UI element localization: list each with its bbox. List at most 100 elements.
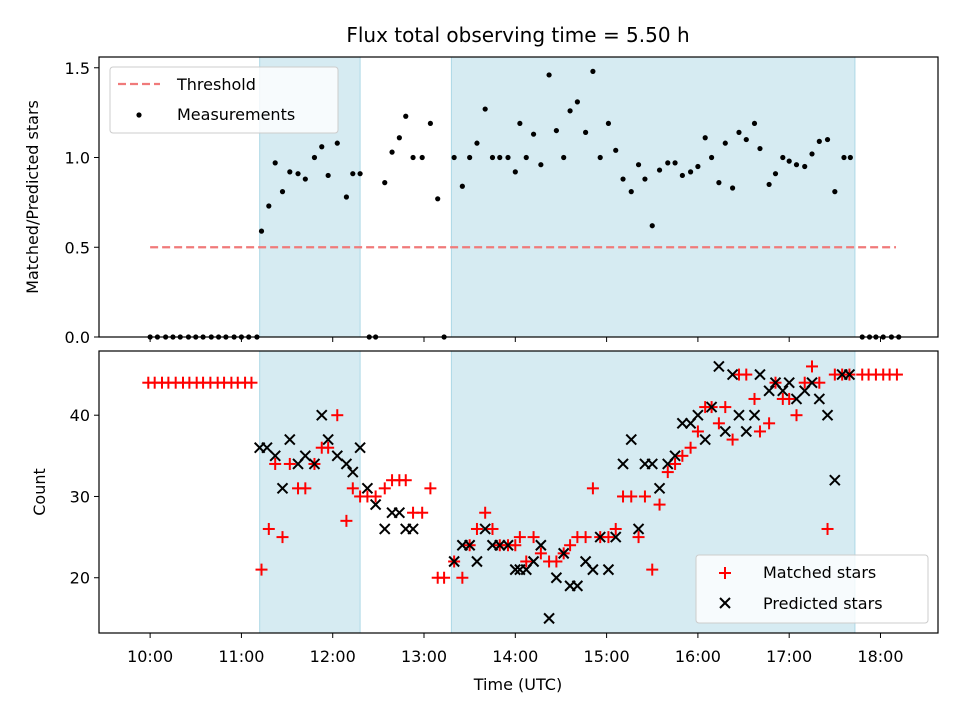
matched-star-point: [798, 376, 811, 389]
predicted-star-point: [669, 450, 681, 462]
predicted-marker-b: [316, 409, 328, 421]
predicted-marker-b: [269, 450, 281, 462]
matched-star-point: [331, 409, 344, 422]
predicted-star-point: [527, 555, 540, 568]
measurement-point: [382, 180, 388, 186]
predicted-marker-b: [276, 482, 289, 495]
measurement-point: [722, 140, 728, 146]
predicted-marker-b: [284, 433, 296, 446]
predicted-marker-b: [617, 458, 629, 470]
measurement-point: [605, 120, 612, 127]
predicted-marker-b: [361, 482, 374, 495]
matched-star-point: [346, 482, 359, 495]
predicted-star-point: [550, 572, 563, 584]
measurement-point: [459, 183, 465, 189]
predicted-star-point: [276, 482, 289, 495]
matched-star-point: [416, 506, 429, 519]
measurement-point: [561, 154, 567, 161]
matched-star-point: [625, 490, 638, 503]
predicted-star-point: [463, 539, 476, 551]
matched-star-point: [821, 522, 834, 535]
matched-star-point: [262, 522, 275, 535]
predicted-marker-b: [463, 539, 476, 551]
matched-star-point: [691, 425, 704, 438]
predicted-star-point: [543, 612, 555, 625]
top-y-ticks: 0.0 0.5 1.0 1.5: [65, 59, 99, 347]
matched-star-point: [527, 531, 540, 544]
predicted-marker-b: [571, 580, 584, 592]
predicted-marker-b: [535, 539, 547, 551]
predicted-marker-b: [733, 409, 745, 421]
measurement-point: [802, 163, 808, 170]
predicted-star-point: [331, 450, 343, 462]
measurement-point: [350, 171, 356, 177]
predicted-marker-b: [579, 555, 592, 568]
predicted-marker-b: [646, 458, 658, 470]
measurement-point: [841, 154, 847, 161]
x-tick-label: 11:00: [218, 647, 264, 666]
measurement-point: [489, 154, 496, 161]
matched-star-point: [579, 531, 592, 544]
bottom-y-tick-label: 40: [70, 406, 90, 425]
matched-star-point: [638, 490, 651, 503]
measurement-point: [272, 160, 278, 166]
matched-star-point: [669, 457, 682, 470]
measurement-point: [620, 176, 626, 182]
measurement-point: [343, 194, 350, 200]
matched-legend-swatch: [719, 567, 731, 579]
predicted-star-point: [471, 555, 483, 568]
measurement-point: [665, 160, 671, 166]
measurements-legend-label: Measurements: [177, 105, 295, 124]
matched-star-point: [586, 482, 599, 495]
top-legend: Threshold Measurements: [109, 66, 339, 134]
matched-star-point: [719, 401, 732, 414]
measurement-point: [467, 154, 473, 161]
measurement-point: [319, 144, 325, 150]
matched-star-point: [564, 539, 577, 552]
predicted-star-point: [587, 563, 599, 576]
predicted-star-point: [602, 563, 615, 576]
measurement-point: [427, 120, 434, 127]
measurement-point: [325, 172, 331, 179]
predicted-star-point: [354, 442, 366, 454]
matched-star-point: [369, 490, 382, 503]
predicted-star-point: [479, 523, 491, 535]
measurement-point: [757, 145, 763, 152]
predicted-star-point: [754, 368, 766, 381]
predicted-star-point: [494, 539, 506, 551]
x-tick-label: 15:00: [584, 647, 630, 666]
measurement-point: [793, 162, 800, 168]
predicted-marker-b: [713, 360, 725, 373]
measurement-point: [716, 180, 722, 186]
measurement-point: [279, 189, 286, 195]
measurement-point: [642, 176, 648, 182]
predicted-legend-swatch: [719, 597, 731, 609]
predicted-marker-b: [669, 450, 681, 462]
predicted-marker-b: [347, 466, 359, 478]
predicted-star-point: [777, 385, 789, 397]
predicted-marker-b: [610, 531, 622, 543]
top-axes-frame: [98, 56, 939, 338]
measurement-point: [451, 154, 457, 161]
matched-star-point: [534, 547, 547, 560]
measurement-point: [736, 129, 742, 135]
matched-star-point: [684, 441, 697, 454]
measurement-point: [546, 72, 552, 78]
matched-star-point: [438, 571, 451, 584]
predicted-marker-b: [813, 393, 826, 405]
x-tick-label: 16:00: [675, 647, 721, 666]
matched-star-point: [378, 482, 391, 495]
measurement-point: [553, 127, 559, 134]
predicted-star-point: [284, 433, 296, 446]
measurement-point: [505, 154, 511, 161]
predicted-star-point: [316, 409, 328, 421]
bottom-y-axis-label: Count: [30, 468, 49, 516]
measurement-point: [311, 154, 318, 161]
top-y-tick-label: 1.5: [65, 59, 90, 78]
predicted-marker-b: [843, 368, 856, 381]
predicted-marker-b: [726, 368, 739, 381]
predicted-marker-b: [829, 474, 841, 486]
measurement-point: [474, 140, 480, 146]
measurement-point: [743, 136, 749, 143]
